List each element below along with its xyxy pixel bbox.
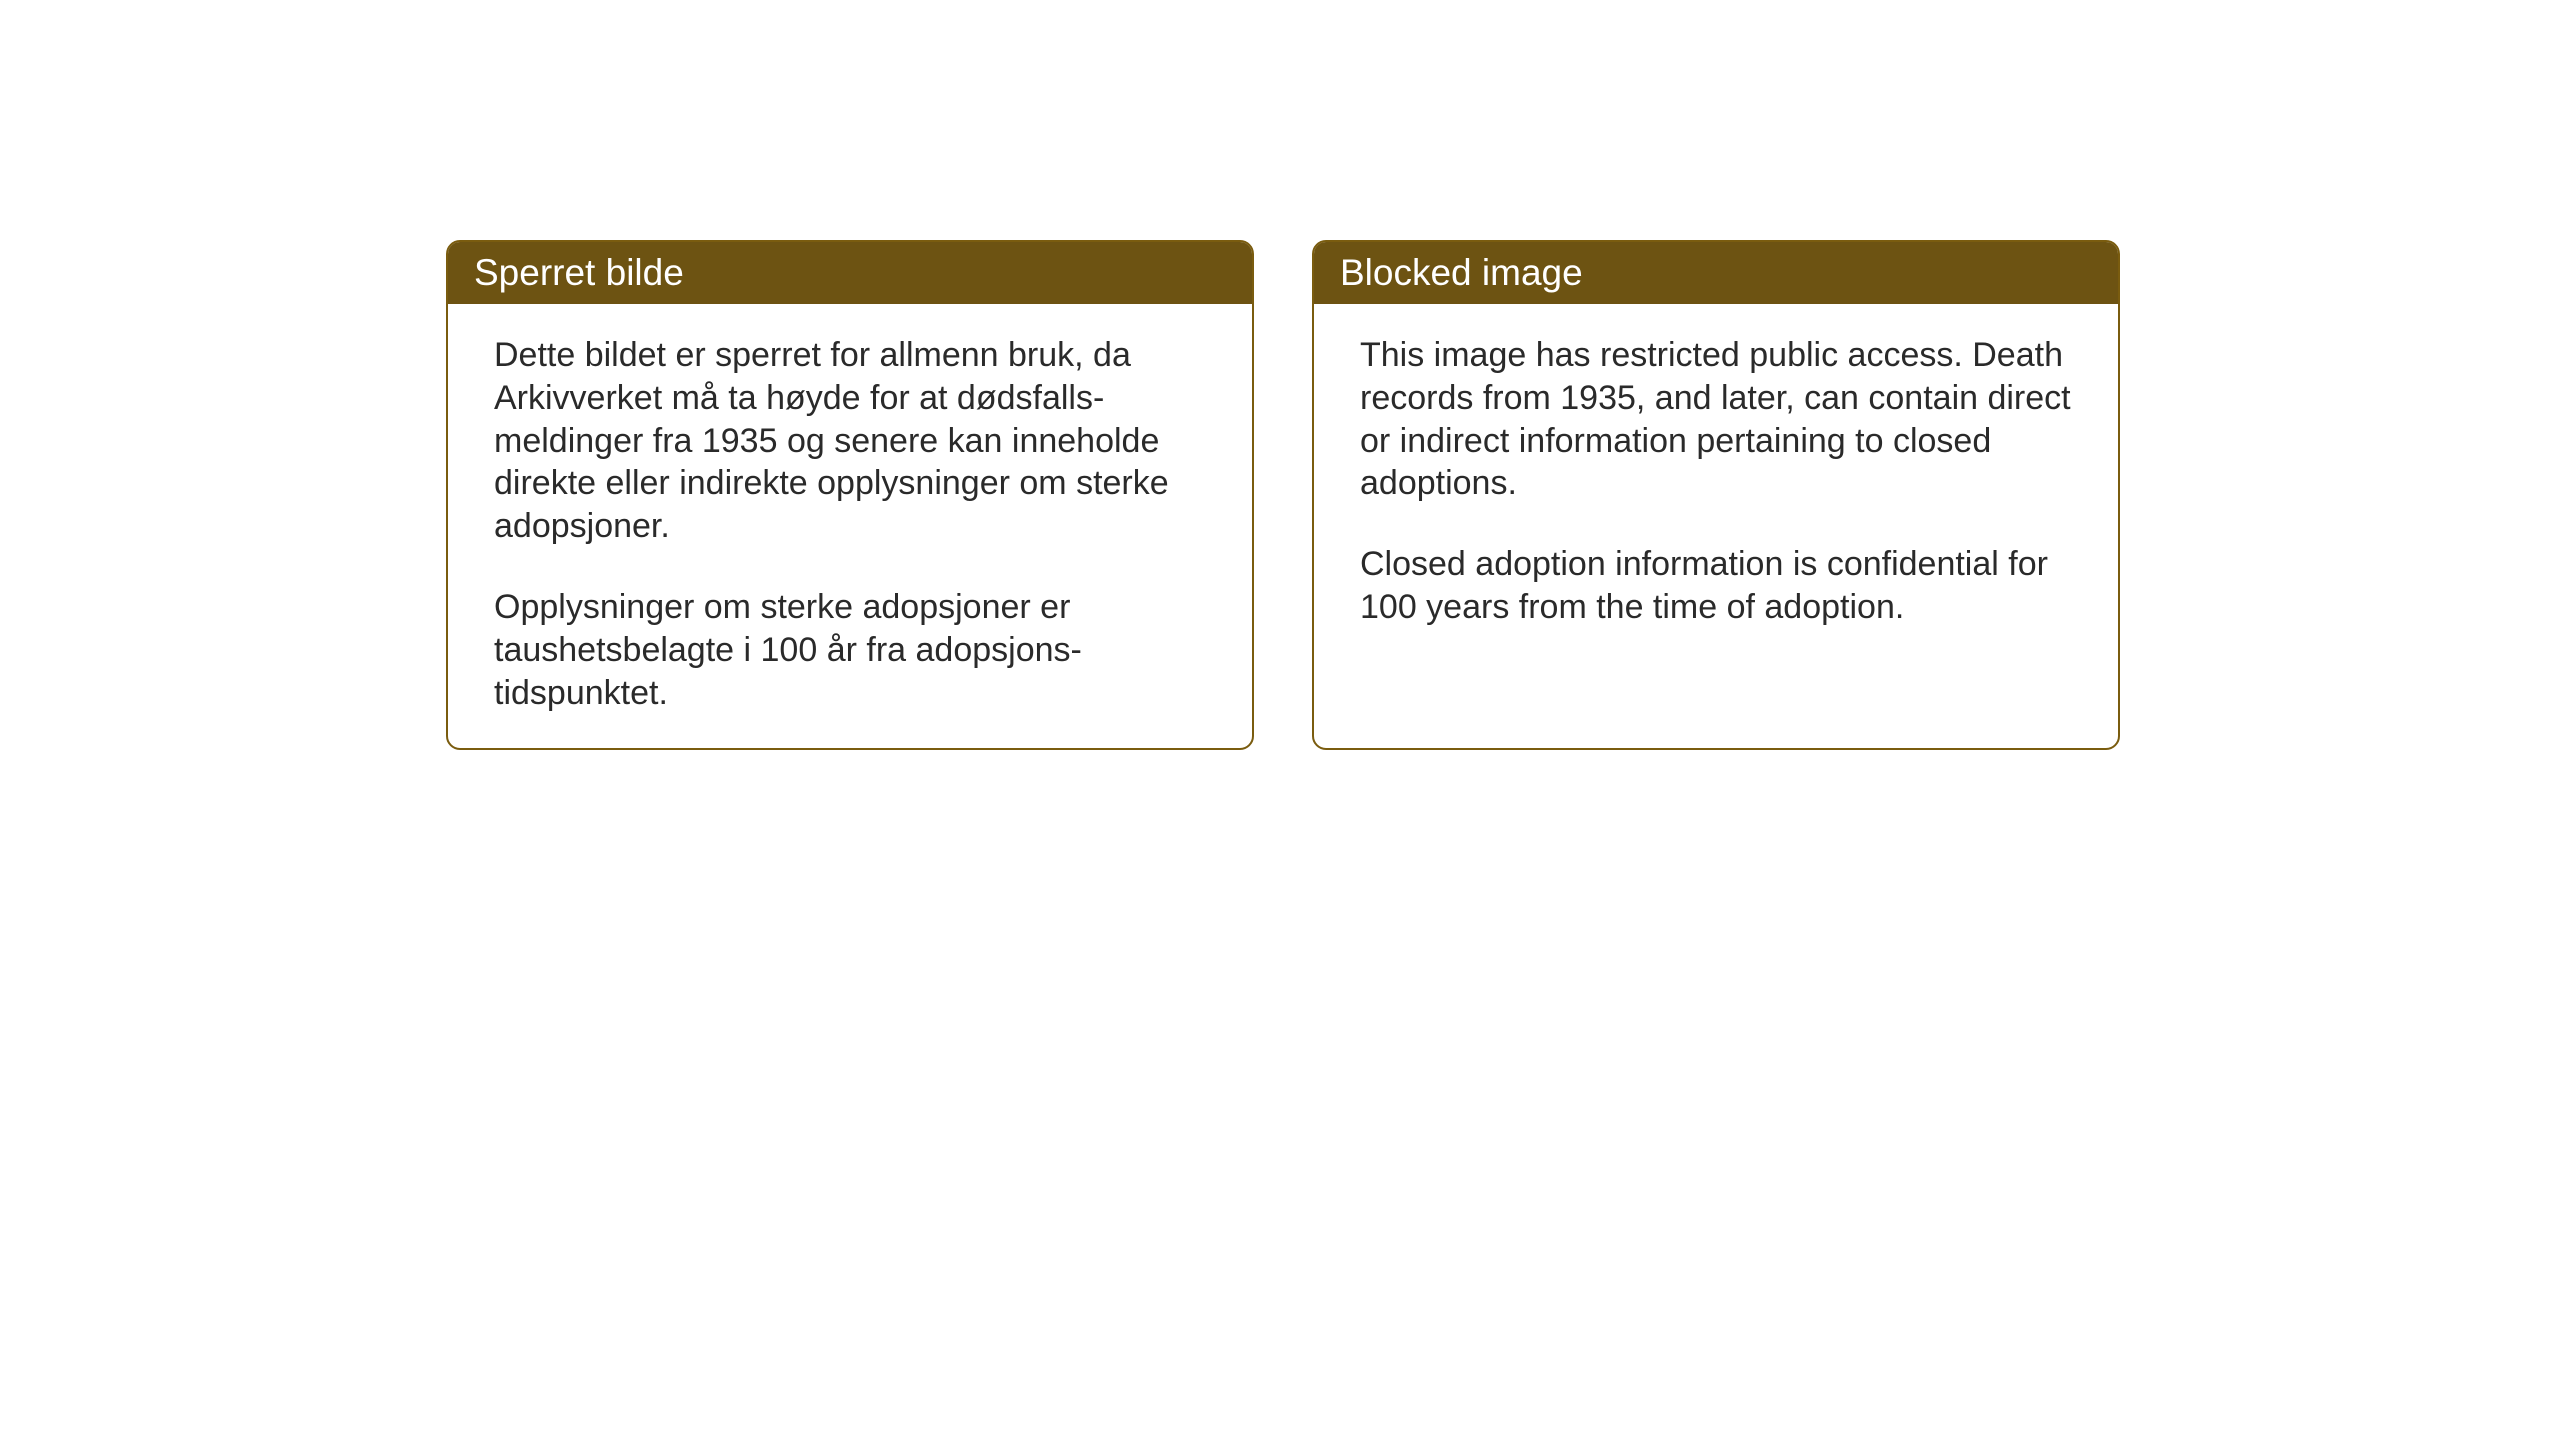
notice-container: Sperret bilde Dette bildet er sperret fo… — [446, 240, 2120, 750]
card-header-norwegian: Sperret bilde — [448, 242, 1252, 304]
paragraph-english-1: This image has restricted public access.… — [1360, 334, 2072, 505]
paragraph-norwegian-2: Opplysninger om sterke adopsjoner er tau… — [494, 586, 1206, 714]
notice-card-norwegian: Sperret bilde Dette bildet er sperret fo… — [446, 240, 1254, 750]
paragraph-norwegian-1: Dette bildet er sperret for allmenn bruk… — [494, 334, 1206, 548]
card-body-norwegian: Dette bildet er sperret for allmenn bruk… — [448, 304, 1252, 750]
card-header-english: Blocked image — [1314, 242, 2118, 304]
paragraph-english-2: Closed adoption information is confident… — [1360, 543, 2072, 629]
card-body-english: This image has restricted public access.… — [1314, 304, 2118, 669]
notice-card-english: Blocked image This image has restricted … — [1312, 240, 2120, 750]
